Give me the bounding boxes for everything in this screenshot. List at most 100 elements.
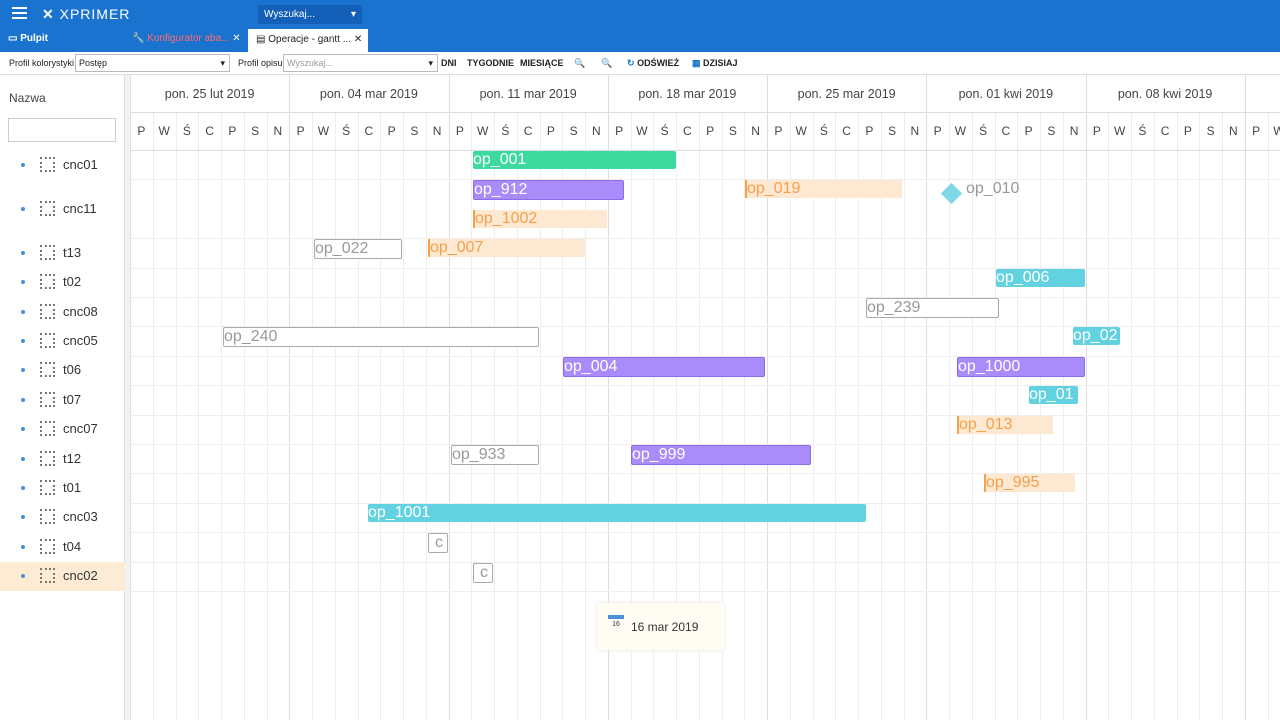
task-label: op_022 [315, 240, 369, 258]
task-bar[interactable]: op_999 [631, 445, 811, 465]
resource-row[interactable]: cnc11 [0, 179, 125, 238]
day-label: P [933, 124, 942, 138]
resource-name: t13 [63, 244, 82, 260]
day-label: N [751, 124, 760, 138]
task-label: op_239 [867, 299, 921, 316]
task-bar[interactable]: op_1002 [473, 209, 607, 228]
resource-row[interactable]: cnc05 [0, 326, 125, 355]
tab[interactable]: ▭ Pulpit [8, 33, 49, 44]
search-box[interactable]: Wyszukaj... ▾ [258, 5, 362, 24]
menu-button[interactable] [12, 7, 27, 19]
bullet [21, 250, 25, 255]
day-label: W [1113, 124, 1126, 138]
task-label: op_013 [959, 415, 1013, 433]
machine-icon [40, 333, 55, 349]
task-bar[interactable]: op_912 [473, 180, 624, 201]
day-divider [243, 112, 245, 720]
resource-row[interactable]: cnc07 [0, 415, 125, 444]
task-bar[interactable]: op_933 [451, 445, 539, 465]
task-bar[interactable]: op_007 [428, 239, 585, 258]
task-label: op_933 [452, 446, 506, 463]
button[interactable]: MIESIĄCE [520, 58, 564, 68]
task-bar[interactable]: op_240 [223, 327, 539, 348]
resource-row[interactable]: t04 [0, 532, 125, 561]
resource-row[interactable]: t01 [0, 473, 125, 502]
task-label: op_010 [966, 180, 1020, 198]
row-line [130, 414, 1280, 416]
resource-row[interactable]: t07 [0, 385, 125, 414]
machine-icon [40, 362, 55, 378]
task-bar[interactable]: op_1000 [957, 356, 1085, 377]
zoom-in[interactable]: 🔍 [574, 58, 586, 68]
task-bar[interactable]: op_995 [984, 474, 1075, 493]
resource-row[interactable]: cnc01 [0, 150, 125, 179]
day-label: Ś [342, 124, 351, 138]
day-label: C [842, 124, 851, 138]
week-label: pon. 08 kwi 2019 [1117, 87, 1213, 101]
task-bar[interactable]: op_006 [996, 268, 1085, 287]
day-divider [858, 112, 859, 720]
button[interactable]: TYGODNIE [467, 58, 515, 68]
filter-input[interactable] [8, 118, 116, 142]
task-bar[interactable]: op_019 [745, 180, 902, 199]
resource-row[interactable]: t13 [0, 238, 125, 267]
task-bar[interactable]: c [428, 533, 448, 554]
bullet [21, 427, 25, 432]
button[interactable]: ▦ DZISIAJ [692, 58, 738, 68]
day-divider [1176, 112, 1178, 720]
day-label: N [273, 124, 283, 138]
week-label: pon. 25 mar 2019 [797, 87, 896, 101]
resource-row[interactable]: cnc08 [0, 297, 125, 326]
task-bar[interactable]: op_010 [936, 180, 1019, 205]
tab[interactable]: 🔧 Konfigurator aba... ✕ [132, 33, 241, 44]
input[interactable]: Wyszukaj... ▾ [283, 54, 438, 72]
machine-icon [40, 391, 55, 407]
day-divider [880, 112, 882, 720]
machine-icon [40, 538, 55, 554]
button[interactable]: ↻ ODŚWIEŻ [627, 58, 680, 68]
task-bar[interactable]: op_001 [473, 151, 676, 169]
resource-row[interactable]: t02 [0, 268, 125, 297]
day-divider [744, 112, 746, 720]
bullet [21, 339, 25, 344]
zoom-out[interactable]: 🔍 [601, 58, 613, 68]
resource-name: t07 [63, 391, 82, 407]
day-label: S [888, 124, 897, 138]
day-label: Ś [660, 124, 669, 138]
task-bar[interactable]: op_02 [1073, 327, 1120, 346]
task-bar[interactable]: op_022 [314, 239, 402, 260]
task-bar[interactable]: c [473, 562, 493, 583]
header-line [130, 150, 1280, 151]
day-label: P [865, 124, 874, 138]
task-bar[interactable]: op_239 [866, 298, 999, 318]
task-label: op_1002 [475, 209, 538, 227]
task-label: op_019 [747, 180, 801, 198]
resource-name: cnc07 [63, 421, 98, 437]
task-bar[interactable]: op_1001 [368, 503, 866, 522]
task-bar[interactable]: op_004 [563, 356, 765, 377]
resource-name: t12 [63, 450, 82, 466]
resource-row[interactable]: t06 [0, 356, 125, 385]
task-label: op_1001 [368, 503, 431, 521]
day-label: P [137, 124, 146, 138]
select[interactable]: Postęp ▾ [75, 54, 230, 72]
button[interactable]: DNI [441, 58, 457, 68]
logo-text: XPRIMER [59, 6, 131, 22]
task-bar[interactable]: op_01 [1029, 386, 1078, 405]
resource-row[interactable]: t12 [0, 444, 125, 473]
tab-active[interactable]: ▤ Operacje - gantt ... ✕ [248, 29, 368, 52]
task-bar[interactable]: op_013 [957, 415, 1053, 434]
machine-icon [40, 509, 55, 525]
day-label: S [1047, 124, 1056, 138]
resource-row[interactable]: cnc02 [0, 561, 125, 591]
task-label: op_240 [224, 328, 278, 346]
day-label: S [1206, 124, 1215, 138]
tooltip-date: 16 mar 2019 [631, 620, 699, 634]
machine-icon [40, 200, 55, 216]
tooltip: 16 16 mar 2019 [597, 603, 724, 650]
day-label: N [592, 124, 601, 138]
resource-row[interactable]: cnc03 [0, 503, 125, 532]
day-divider [198, 112, 200, 720]
day-divider [789, 112, 791, 720]
